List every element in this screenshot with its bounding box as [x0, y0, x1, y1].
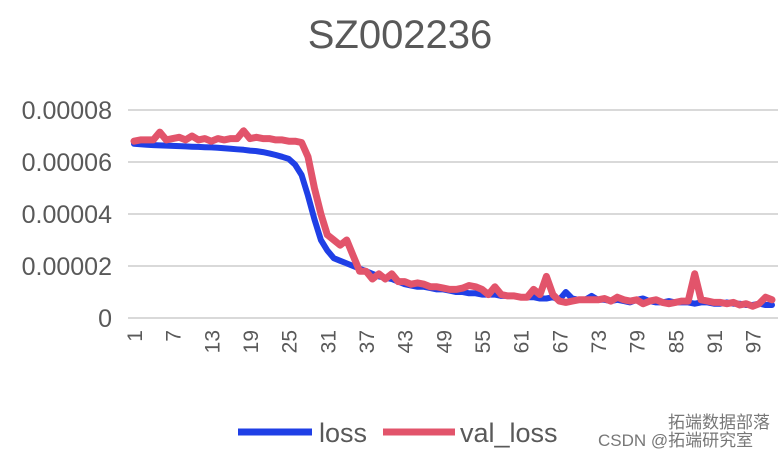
watermark-line2: CSDN @拓端研究室	[598, 431, 753, 450]
x-tick-label: 43	[395, 330, 418, 353]
x-tick-label: 73	[588, 330, 611, 353]
series-lines	[130, 127, 776, 310]
x-tick-label: 85	[665, 330, 688, 353]
x-tick-label: 19	[240, 330, 263, 353]
watermark-line1: 拓端数据部落	[668, 413, 770, 432]
y-tick-label: 0.00002	[22, 253, 112, 281]
y-tick-label: 0.00008	[22, 97, 112, 125]
series-line-val-loss	[130, 127, 776, 310]
x-tick-label: 55	[472, 330, 495, 353]
gridlines	[128, 109, 778, 319]
x-tick-label: 31	[317, 330, 340, 353]
series-line-loss	[131, 140, 775, 308]
y-axis-ticks: 0 0.00002 0.00004 0.00006 0.00008	[22, 97, 112, 333]
x-tick-label: 25	[279, 330, 302, 353]
x-tick-label: 37	[356, 330, 379, 353]
y-tick-label: 0.00006	[22, 149, 112, 177]
y-tick-label: 0	[98, 305, 112, 333]
legend-label-val-loss: val_loss	[460, 418, 558, 448]
x-tick-label: 61	[511, 330, 534, 353]
x-tick-label: 67	[549, 330, 572, 353]
x-tick-label: 13	[201, 330, 224, 353]
x-tick-label: 7	[163, 330, 186, 342]
legend-label-loss: loss	[319, 418, 367, 448]
watermark: 拓端数据部落 CSDN @拓端研究室	[598, 413, 770, 450]
x-tick-label: 49	[433, 330, 456, 353]
x-tick-label: 79	[627, 330, 650, 353]
x-tick-label: 97	[743, 330, 766, 353]
x-axis-ticks: 1 7 13 19 25 31 37 43 49 55 61 67 73 79 85 91 97	[124, 330, 766, 353]
x-tick-label: 1	[124, 330, 147, 342]
legend: loss val_loss	[238, 418, 558, 448]
y-tick-label: 0.00004	[22, 201, 112, 229]
chart-title: SZ002236	[308, 13, 493, 57]
x-tick-label: 91	[704, 330, 727, 353]
